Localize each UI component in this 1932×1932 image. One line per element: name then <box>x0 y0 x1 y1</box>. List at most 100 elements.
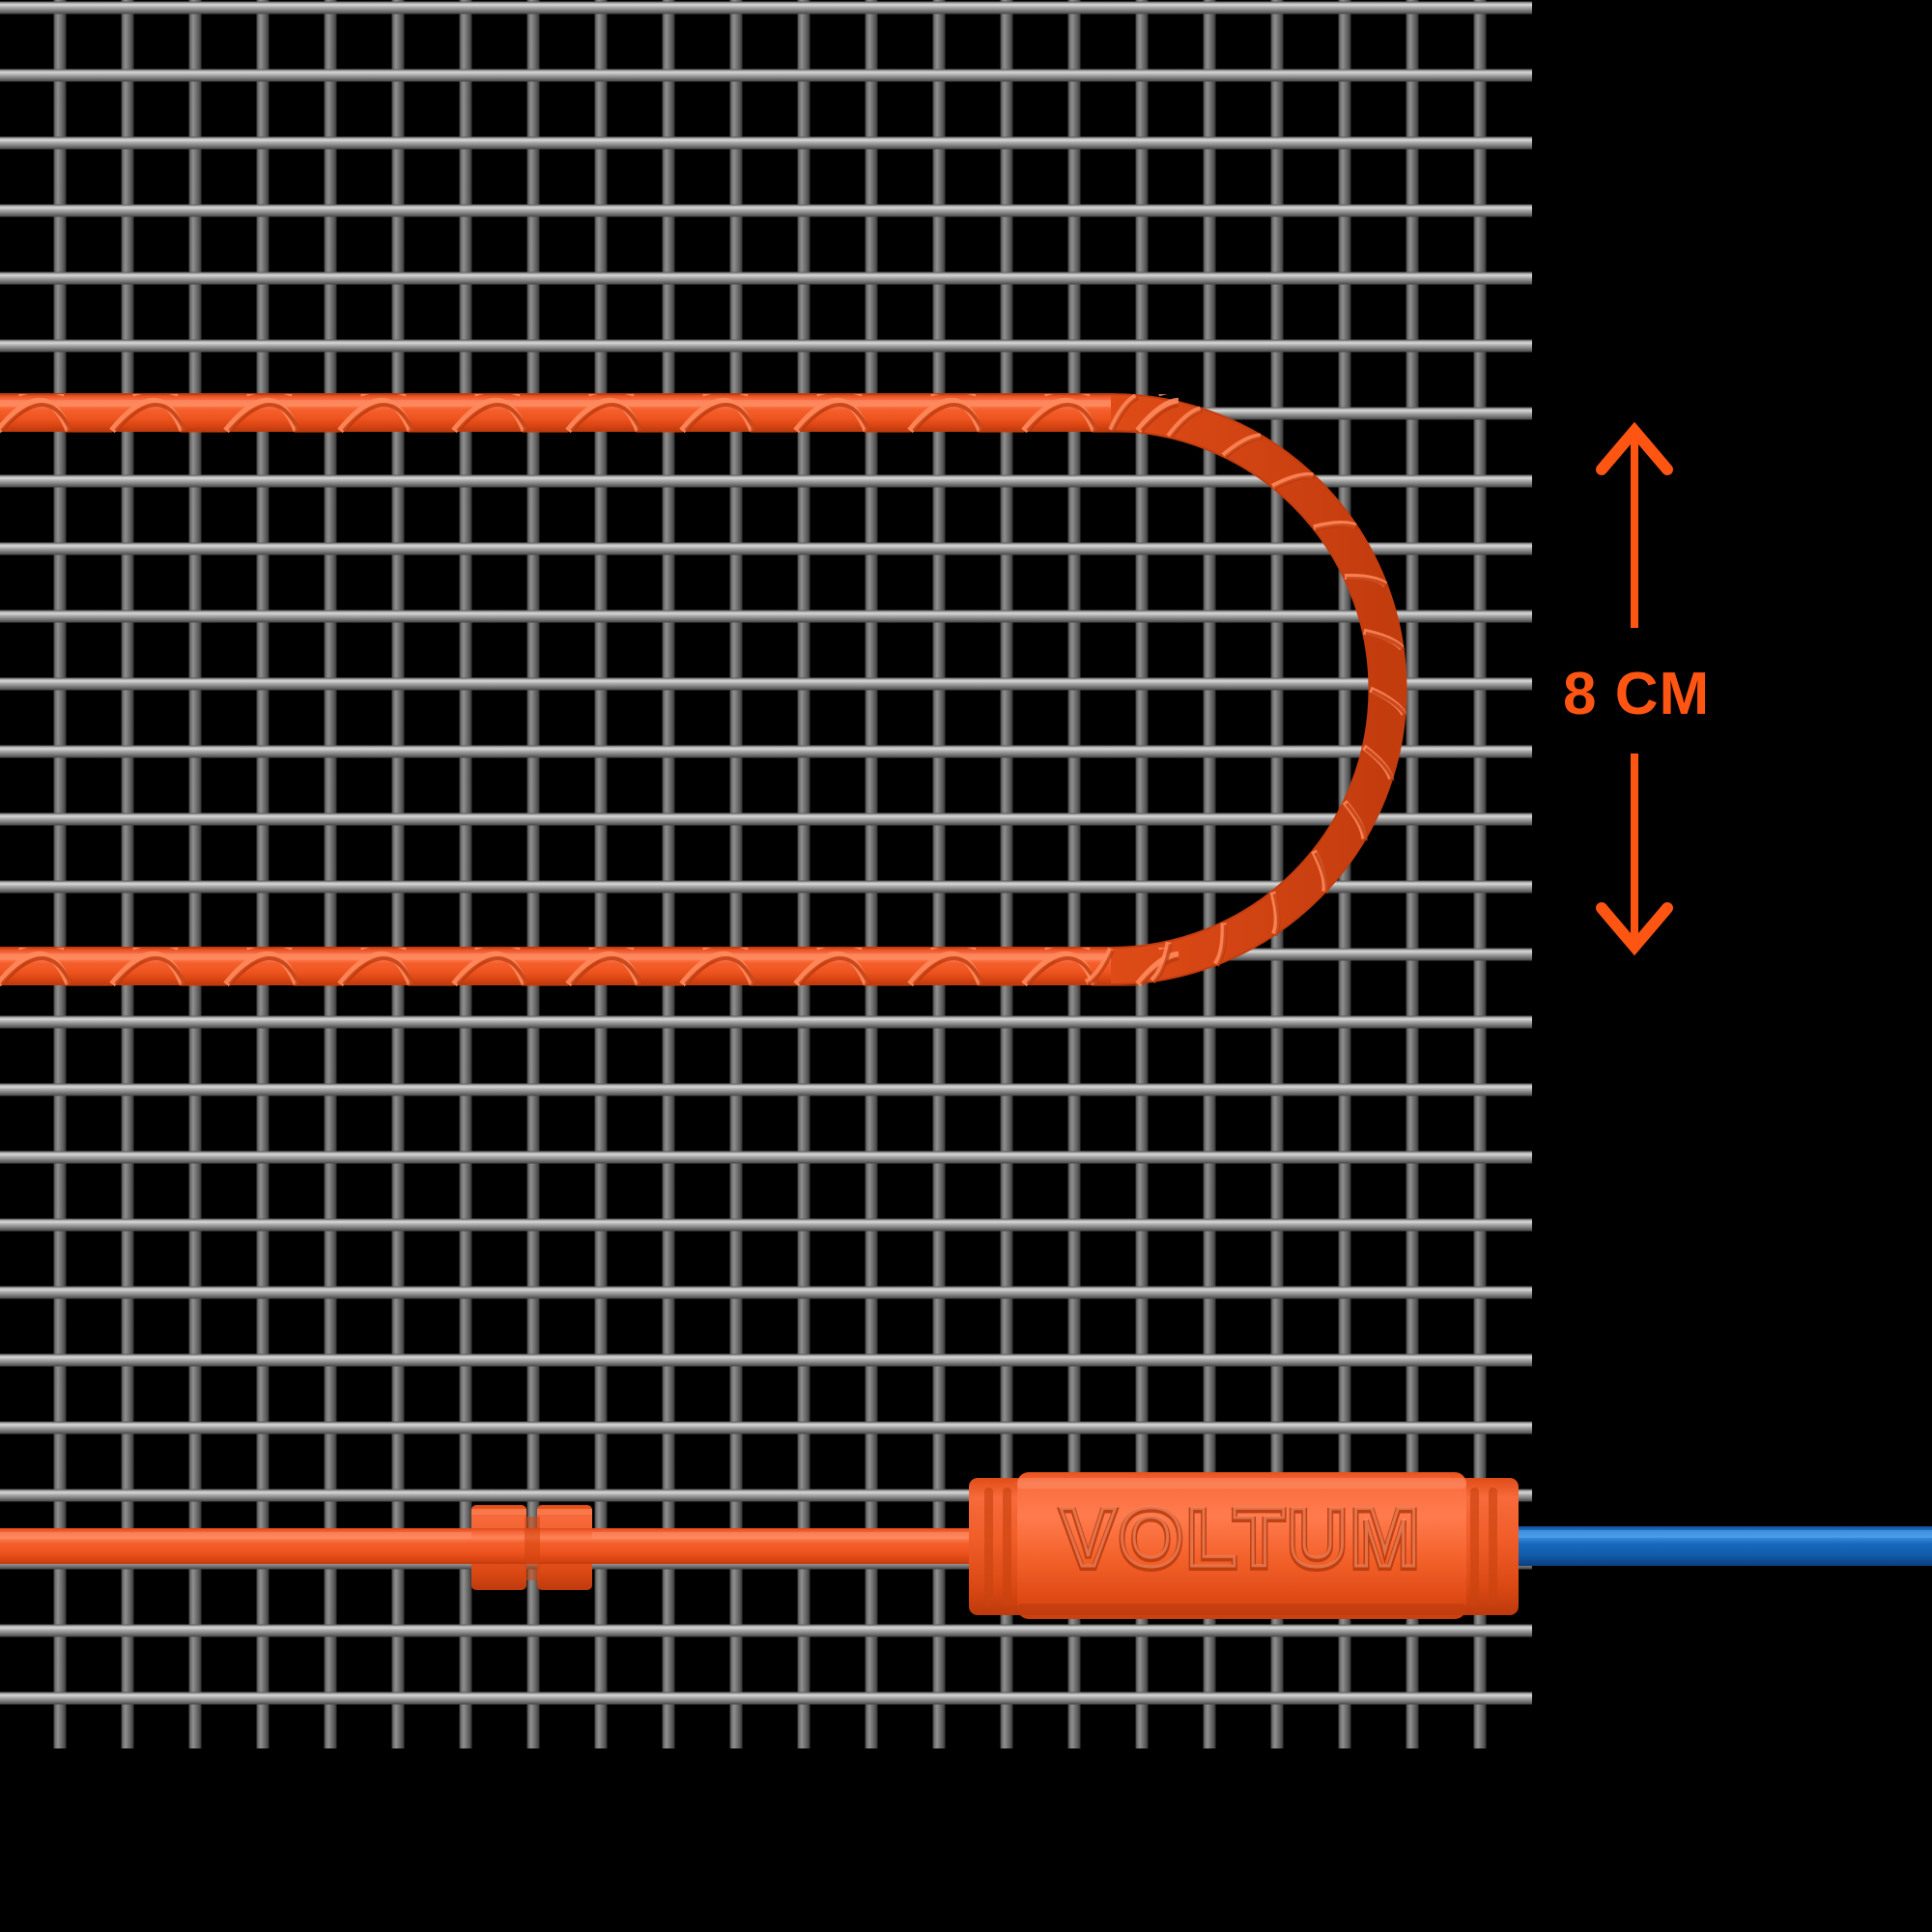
mesh-wire-vertical <box>865 0 878 1748</box>
spiral-back <box>636 981 683 986</box>
mesh-wire-horizontal <box>0 1624 1532 1637</box>
spiral-back <box>636 428 683 433</box>
mesh-wire-vertical <box>188 0 202 1748</box>
spiral-groove-bend <box>1364 747 1395 781</box>
spiral-groove-bend <box>1169 409 1204 440</box>
mesh-wire-specular <box>0 273 1532 276</box>
mesh-wire-vertical <box>1270 0 1284 1748</box>
connector-left-cap <box>969 1478 1029 1615</box>
spiral-back <box>978 428 1025 433</box>
cable-tail-assembly <box>0 1472 1932 1619</box>
voltum-joint-connector <box>969 1472 1519 1619</box>
mesh-wire-specular <box>0 1220 1532 1223</box>
connector-rib <box>1489 1488 1497 1605</box>
spiral-back <box>66 428 113 433</box>
spiral-run <box>0 394 1179 433</box>
mesh-wire-horizontal <box>0 69 1532 82</box>
connector-rib <box>1470 1488 1479 1605</box>
dimension-arrow-up <box>1596 421 1673 628</box>
spiral-ridge-bend <box>1150 941 1172 983</box>
spiral-groove <box>228 403 301 433</box>
mesh-wire-specular <box>0 1152 1532 1155</box>
spiral-back <box>180 981 227 986</box>
spiral-groove <box>912 956 985 986</box>
mesh-wire-specular <box>0 747 1532 750</box>
mesh-wire-vertical <box>391 0 405 1748</box>
spiral-back <box>180 428 227 433</box>
mesh-wire-specular <box>0 206 1532 209</box>
spiral-ridge <box>1135 952 1179 986</box>
mesh-wire-vertical <box>324 0 337 1748</box>
spiral-groove <box>1140 956 1179 986</box>
mesh-wire-horizontal <box>0 677 1532 691</box>
connector-rib <box>984 1488 993 1605</box>
spiral-groove <box>798 956 871 986</box>
mesh-wire-vertical <box>1067 0 1081 1748</box>
cable-spiral-wrap <box>0 394 1179 986</box>
spiral-groove <box>684 403 757 433</box>
connector-gloss <box>1017 1478 1466 1489</box>
spiral-back <box>522 428 569 433</box>
mesh-wire-specular <box>0 1693 1532 1696</box>
mesh-wire-horizontal <box>0 339 1532 353</box>
mesh-wire-vertical <box>459 0 472 1748</box>
spiral-groove-bend <box>1111 396 1139 433</box>
spiral-groove <box>342 403 415 433</box>
spiral-groove-bend <box>1273 475 1316 491</box>
spiral-back <box>978 981 1025 986</box>
mesh-wire-specular <box>0 3 1532 6</box>
spiral-groove-bend <box>1345 802 1368 841</box>
spiral-groove <box>912 403 985 433</box>
mesh-wire-horizontal <box>0 1015 1532 1029</box>
spiral-back <box>66 981 113 986</box>
connector-brand-engraving: VOLTUM VOLTUM <box>1058 1491 1423 1590</box>
spiral-groove <box>0 956 73 986</box>
mesh-wire-specular <box>0 611 1532 614</box>
spiral-groove <box>798 403 871 433</box>
mesh-wire-specular <box>0 1085 1532 1088</box>
connector-shadow <box>1017 1604 1466 1615</box>
svg-text:VOLTUM: VOLTUM <box>1061 1493 1423 1586</box>
mesh-wire-vertical <box>1473 0 1487 1748</box>
spiral-back <box>1092 981 1139 986</box>
mesh-wire-vertical <box>932 0 946 1748</box>
spiral-groove <box>0 403 73 433</box>
mesh-wire-specular <box>0 814 1532 817</box>
mesh-wire-specular <box>0 476 1532 479</box>
spiral-groove-bend <box>1272 893 1281 937</box>
spiral-groove <box>1026 403 1099 433</box>
spiral-groove <box>1140 403 1179 433</box>
spiral-groove <box>114 403 187 433</box>
spiral-groove-bend <box>1314 852 1329 895</box>
spiral-groove-bend <box>1371 689 1407 718</box>
spiral-back <box>864 981 911 986</box>
spiral-groove-bend <box>1346 577 1389 588</box>
mesh-wire-specular <box>0 341 1532 344</box>
connector-body <box>1017 1472 1466 1619</box>
mesh-wire-specular <box>0 1355 1532 1358</box>
spiral-back <box>864 428 911 433</box>
mesh-wire-specular <box>0 882 1532 885</box>
mesh-wire-horizontal <box>0 1353 1532 1367</box>
mesh-wire-horizontal <box>0 610 1532 623</box>
mesh-wire-specular <box>0 679 1532 682</box>
spiral-ridge <box>1135 398 1179 433</box>
spiral-groove-bend <box>1224 436 1264 459</box>
mesh-wire-horizontal <box>0 1691 1532 1705</box>
mesh-wire-horizontal <box>0 542 1532 555</box>
mesh-wire-vertical <box>121 0 134 1748</box>
svg-text:VOLTUM: VOLTUM <box>1061 1492 1423 1584</box>
spiral-back <box>294 428 341 433</box>
mesh-wire-specular <box>0 138 1532 141</box>
mesh-wire-horizontal <box>0 745 1532 758</box>
mesh-wire-vertical <box>256 0 270 1748</box>
heating-cable-loop <box>0 393 1407 986</box>
mesh-wire-specular <box>0 1288 1532 1291</box>
mesh-wire-horizontal <box>0 1421 1532 1435</box>
cable-bend-spiral-wrap <box>1084 393 1407 986</box>
mesh-wire-horizontal <box>0 204 1532 217</box>
cable-highlight-top <box>0 400 1111 407</box>
mesh-wire-specular <box>0 1626 1532 1629</box>
